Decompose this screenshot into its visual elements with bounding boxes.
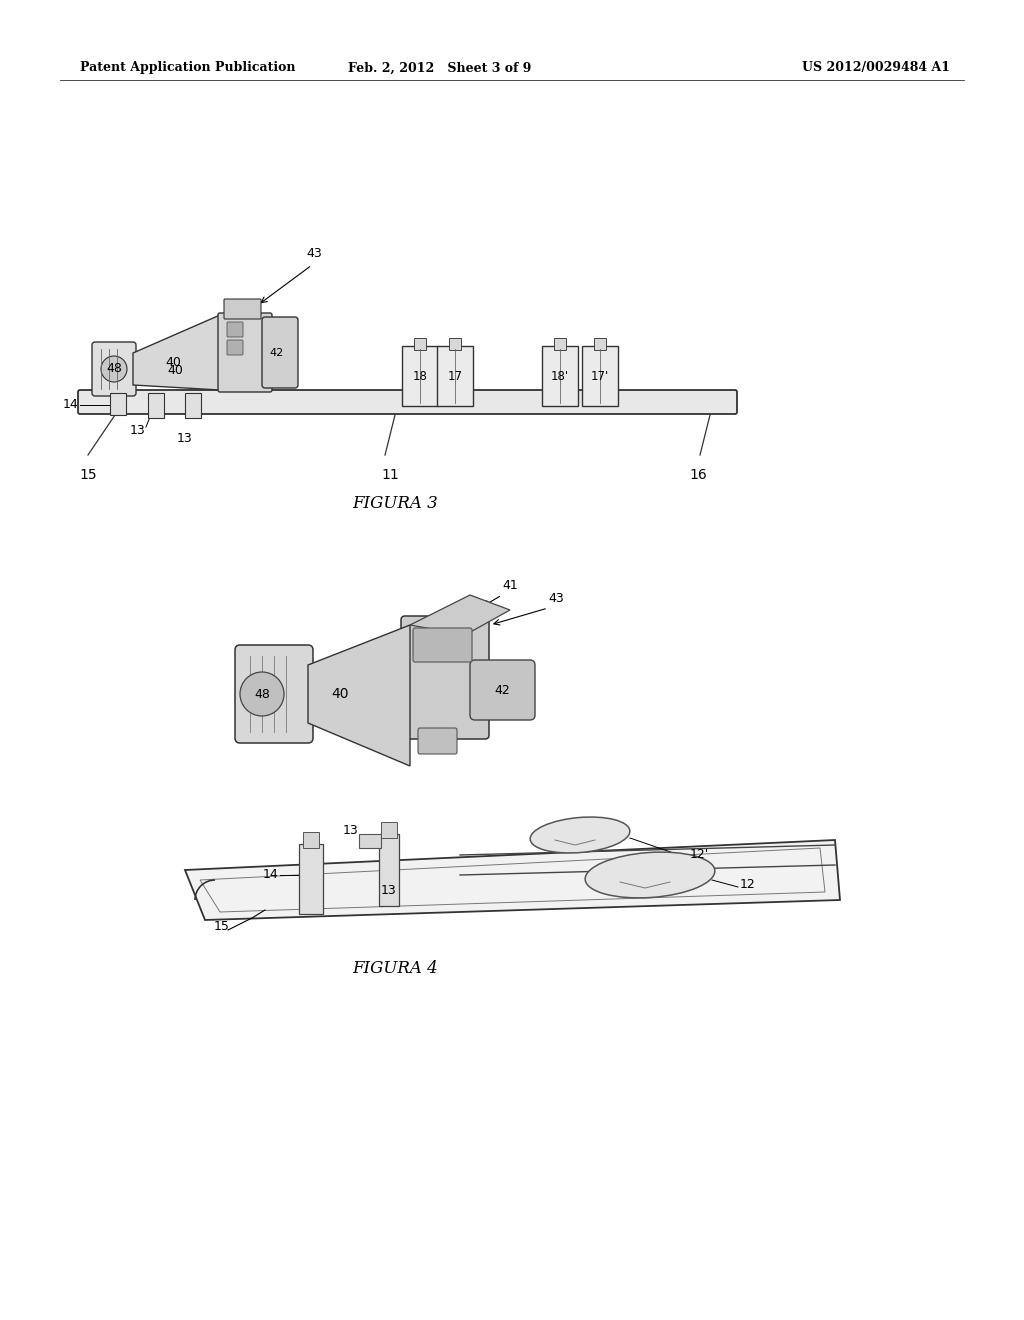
- FancyBboxPatch shape: [542, 346, 578, 407]
- Polygon shape: [133, 315, 220, 389]
- Text: 48: 48: [106, 363, 122, 375]
- Text: 15: 15: [79, 469, 97, 482]
- FancyBboxPatch shape: [594, 338, 606, 350]
- FancyBboxPatch shape: [299, 843, 323, 913]
- Text: 40: 40: [165, 355, 181, 368]
- Text: 13: 13: [381, 883, 397, 896]
- Text: 11: 11: [381, 469, 399, 482]
- FancyBboxPatch shape: [110, 393, 126, 414]
- FancyBboxPatch shape: [402, 346, 438, 407]
- Text: 12': 12': [690, 849, 710, 862]
- FancyBboxPatch shape: [224, 300, 261, 319]
- FancyBboxPatch shape: [218, 313, 272, 392]
- Text: 42: 42: [495, 684, 510, 697]
- FancyBboxPatch shape: [78, 389, 737, 414]
- FancyBboxPatch shape: [449, 338, 461, 350]
- Text: 14: 14: [62, 399, 78, 412]
- FancyBboxPatch shape: [582, 346, 618, 407]
- Circle shape: [101, 356, 127, 381]
- FancyBboxPatch shape: [381, 822, 397, 838]
- Text: 43: 43: [548, 591, 564, 605]
- FancyBboxPatch shape: [303, 832, 319, 847]
- Text: Patent Application Publication: Patent Application Publication: [80, 62, 296, 74]
- Ellipse shape: [530, 817, 630, 853]
- Text: FIGURA 3: FIGURA 3: [352, 495, 438, 512]
- Text: 43: 43: [306, 247, 322, 260]
- Text: 13: 13: [342, 824, 358, 837]
- FancyBboxPatch shape: [437, 346, 473, 407]
- Text: Feb. 2, 2012   Sheet 3 of 9: Feb. 2, 2012 Sheet 3 of 9: [348, 62, 531, 74]
- FancyBboxPatch shape: [401, 616, 489, 739]
- Text: 40: 40: [331, 686, 349, 701]
- Text: 40: 40: [167, 363, 183, 376]
- FancyBboxPatch shape: [185, 393, 201, 418]
- Text: 48: 48: [254, 688, 270, 701]
- FancyBboxPatch shape: [413, 628, 472, 663]
- Text: 14: 14: [262, 869, 278, 882]
- FancyBboxPatch shape: [227, 341, 243, 355]
- FancyBboxPatch shape: [379, 834, 399, 906]
- Text: 12: 12: [740, 879, 756, 891]
- FancyBboxPatch shape: [148, 393, 164, 418]
- FancyBboxPatch shape: [234, 645, 313, 743]
- FancyBboxPatch shape: [418, 729, 457, 754]
- FancyBboxPatch shape: [227, 322, 243, 337]
- FancyBboxPatch shape: [359, 834, 381, 847]
- Text: 13: 13: [177, 432, 193, 445]
- Polygon shape: [410, 595, 510, 635]
- FancyBboxPatch shape: [92, 342, 136, 396]
- Text: 41: 41: [502, 579, 518, 591]
- Text: 13: 13: [129, 424, 145, 437]
- Text: US 2012/0029484 A1: US 2012/0029484 A1: [802, 62, 950, 74]
- Polygon shape: [185, 840, 840, 920]
- Circle shape: [240, 672, 284, 715]
- FancyBboxPatch shape: [414, 338, 426, 350]
- Text: 17: 17: [447, 370, 463, 383]
- FancyBboxPatch shape: [262, 317, 298, 388]
- FancyBboxPatch shape: [554, 338, 566, 350]
- Text: 16: 16: [689, 469, 707, 482]
- Text: 18: 18: [413, 370, 427, 383]
- Text: 17': 17': [591, 370, 609, 383]
- Text: FIGURA 4: FIGURA 4: [352, 960, 438, 977]
- Polygon shape: [308, 624, 410, 766]
- FancyBboxPatch shape: [470, 660, 535, 719]
- Ellipse shape: [585, 853, 715, 898]
- Text: 15: 15: [214, 920, 230, 933]
- Text: 42: 42: [270, 347, 284, 358]
- Text: 18': 18': [551, 370, 569, 383]
